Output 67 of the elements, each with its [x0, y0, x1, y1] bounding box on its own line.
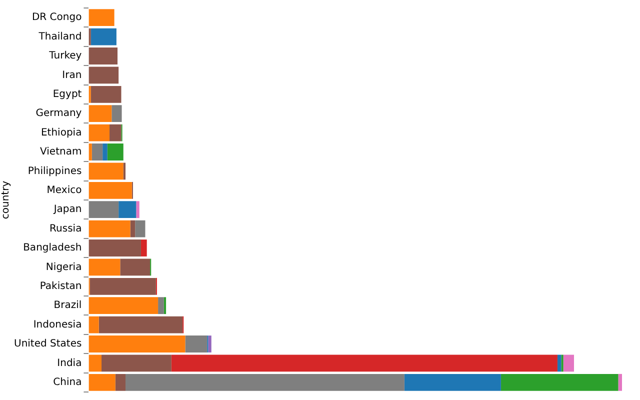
y-tick-label: Brazil	[54, 300, 82, 312]
y-tick-label: Vietnam	[40, 146, 82, 158]
bar	[92, 144, 103, 160]
bar	[115, 374, 126, 391]
bar	[130, 220, 136, 238]
bar	[618, 374, 622, 391]
y-tick-label: Philippines	[28, 166, 82, 177]
bar	[88, 105, 112, 122]
bar	[88, 201, 119, 218]
bar	[126, 374, 404, 391]
y-tick-label: Turkey	[48, 50, 82, 62]
y-tick-label: Thailand	[38, 31, 82, 42]
bar	[563, 354, 574, 372]
bar	[88, 66, 119, 84]
bar	[90, 278, 156, 295]
y-tick-label: DR Congo	[32, 12, 82, 24]
y-tick-label: Nigeria	[46, 262, 82, 273]
y-tick-label: Mexico	[46, 184, 82, 196]
bar	[88, 316, 99, 334]
y-tick-label: Indonesia	[33, 319, 82, 330]
bar	[171, 354, 558, 372]
bar	[500, 374, 618, 391]
bar	[88, 9, 114, 26]
bar	[88, 336, 186, 352]
y-tick-label: Bangladesh	[23, 242, 82, 254]
bar	[88, 48, 118, 64]
bar	[88, 297, 158, 314]
bar	[98, 316, 183, 334]
bar	[88, 162, 124, 180]
y-tick-label: United States	[14, 338, 82, 350]
bar	[88, 354, 102, 372]
bar	[102, 144, 108, 160]
bar	[88, 220, 130, 238]
y-tick-label: Germany	[36, 108, 82, 120]
bar	[88, 182, 132, 199]
bar	[112, 105, 122, 122]
bar	[404, 374, 501, 391]
y-tick-label: Ethiopia	[40, 127, 82, 138]
bar	[88, 124, 110, 142]
bar	[123, 162, 126, 180]
y-tick-label: Russia	[50, 223, 82, 234]
bar	[88, 144, 92, 160]
y-tick-label: India	[57, 358, 82, 369]
bar	[185, 336, 208, 352]
bar	[88, 374, 116, 391]
bar	[88, 258, 120, 276]
bar	[140, 240, 147, 256]
bar	[208, 336, 212, 352]
y-tick-label: Pakistan	[40, 280, 82, 292]
bar	[90, 86, 122, 103]
y-tick-label: Egypt	[52, 88, 82, 100]
bar	[120, 258, 150, 276]
bar	[102, 354, 172, 372]
y-axis-title: country	[0, 180, 12, 220]
bar	[107, 144, 124, 160]
bar	[88, 240, 141, 256]
bar	[136, 201, 140, 218]
bar	[90, 28, 116, 46]
y-tick-label: China	[53, 376, 82, 388]
bar	[135, 220, 146, 238]
bar	[557, 354, 562, 372]
bar	[164, 297, 166, 314]
y-tick-label: Iran	[62, 70, 82, 81]
bar	[118, 201, 136, 218]
y-tick-label: Japan	[52, 204, 82, 216]
bar	[158, 297, 164, 314]
bar	[110, 124, 122, 142]
